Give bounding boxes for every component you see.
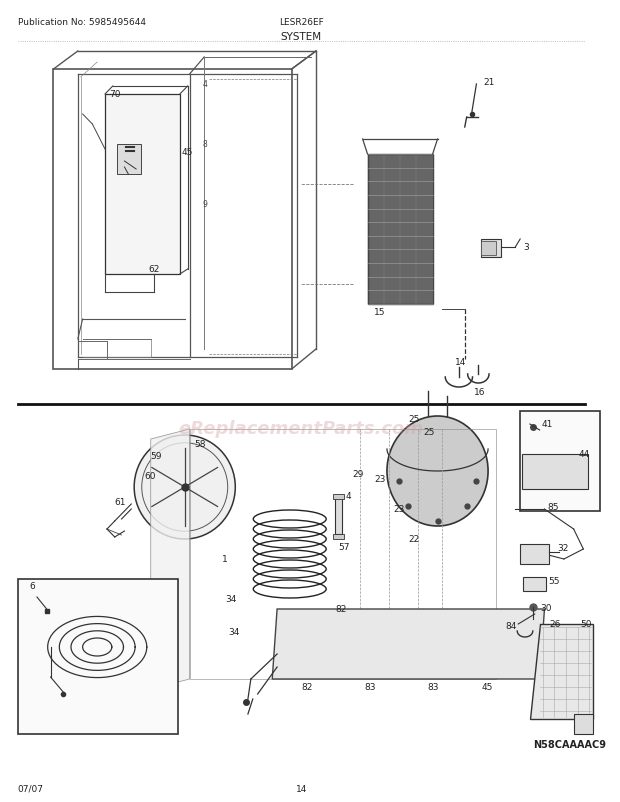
Polygon shape [334,494,344,500]
Circle shape [342,630,358,645]
Text: 3: 3 [523,243,529,252]
Circle shape [412,651,424,663]
Polygon shape [368,155,433,305]
Text: 84: 84 [505,622,517,630]
Polygon shape [522,455,588,489]
Text: 9: 9 [202,200,207,209]
Text: LESR26EF: LESR26EF [279,18,324,27]
Text: 45: 45 [182,148,193,157]
Text: 14: 14 [455,358,466,367]
Circle shape [519,651,531,663]
Polygon shape [17,579,178,734]
Polygon shape [530,624,593,719]
Text: 59: 59 [151,452,162,460]
Text: 07/07: 07/07 [17,784,43,793]
Text: 50: 50 [580,619,592,628]
Text: 83: 83 [365,683,376,691]
Text: 41: 41 [541,419,553,428]
Text: 58: 58 [195,439,206,448]
Text: 44: 44 [578,449,590,459]
Polygon shape [335,497,342,534]
Ellipse shape [387,416,488,526]
Text: N58CAAAAC9: N58CAAAAC9 [533,739,606,749]
Circle shape [493,630,508,645]
Circle shape [381,630,397,645]
Circle shape [373,651,385,663]
Polygon shape [520,411,600,512]
Text: 21: 21 [483,78,495,87]
Text: 8: 8 [202,140,207,149]
Polygon shape [105,95,180,274]
Polygon shape [151,429,190,689]
Polygon shape [574,714,593,734]
Text: 82: 82 [335,604,347,614]
Text: 34: 34 [229,627,240,636]
Polygon shape [334,534,344,539]
Circle shape [291,651,303,663]
Text: 4: 4 [202,80,207,89]
Polygon shape [117,145,141,175]
Text: 25: 25 [423,427,434,436]
Text: 23: 23 [374,475,386,484]
Circle shape [490,651,502,663]
Polygon shape [520,545,549,565]
Text: 30: 30 [541,603,552,612]
Circle shape [459,630,474,645]
Text: 25: 25 [409,415,420,423]
Circle shape [420,630,436,645]
Text: 6: 6 [29,581,35,590]
Text: 62: 62 [149,265,160,273]
Text: 26: 26 [549,619,560,628]
Text: 34: 34 [226,594,237,603]
Polygon shape [523,577,546,591]
Text: 22: 22 [409,534,420,543]
Text: 15: 15 [374,308,386,317]
Circle shape [303,630,319,645]
Text: 70: 70 [109,90,120,99]
Text: SYSTEM: SYSTEM [281,32,322,42]
Text: 29: 29 [352,469,363,479]
Text: 83: 83 [428,683,440,691]
Text: 14: 14 [296,784,307,793]
Text: 85: 85 [547,502,559,512]
Polygon shape [481,241,496,256]
Text: 60: 60 [144,472,156,480]
Text: Publication No: 5985495644: Publication No: 5985495644 [17,18,146,27]
Polygon shape [272,610,544,679]
Text: 55: 55 [548,577,560,585]
Text: 4: 4 [345,492,351,500]
Text: eReplacementParts.com: eReplacementParts.com [179,419,424,437]
Text: 1: 1 [222,554,228,563]
Text: 32: 32 [557,543,569,553]
Text: 16: 16 [474,387,485,396]
Polygon shape [481,240,501,257]
Text: 45: 45 [481,683,493,691]
Circle shape [330,651,341,663]
Circle shape [451,651,463,663]
Text: 61: 61 [115,497,126,506]
Text: 57: 57 [339,542,350,551]
Circle shape [134,435,235,539]
Text: 23: 23 [394,504,405,513]
Text: 82: 82 [301,683,312,691]
